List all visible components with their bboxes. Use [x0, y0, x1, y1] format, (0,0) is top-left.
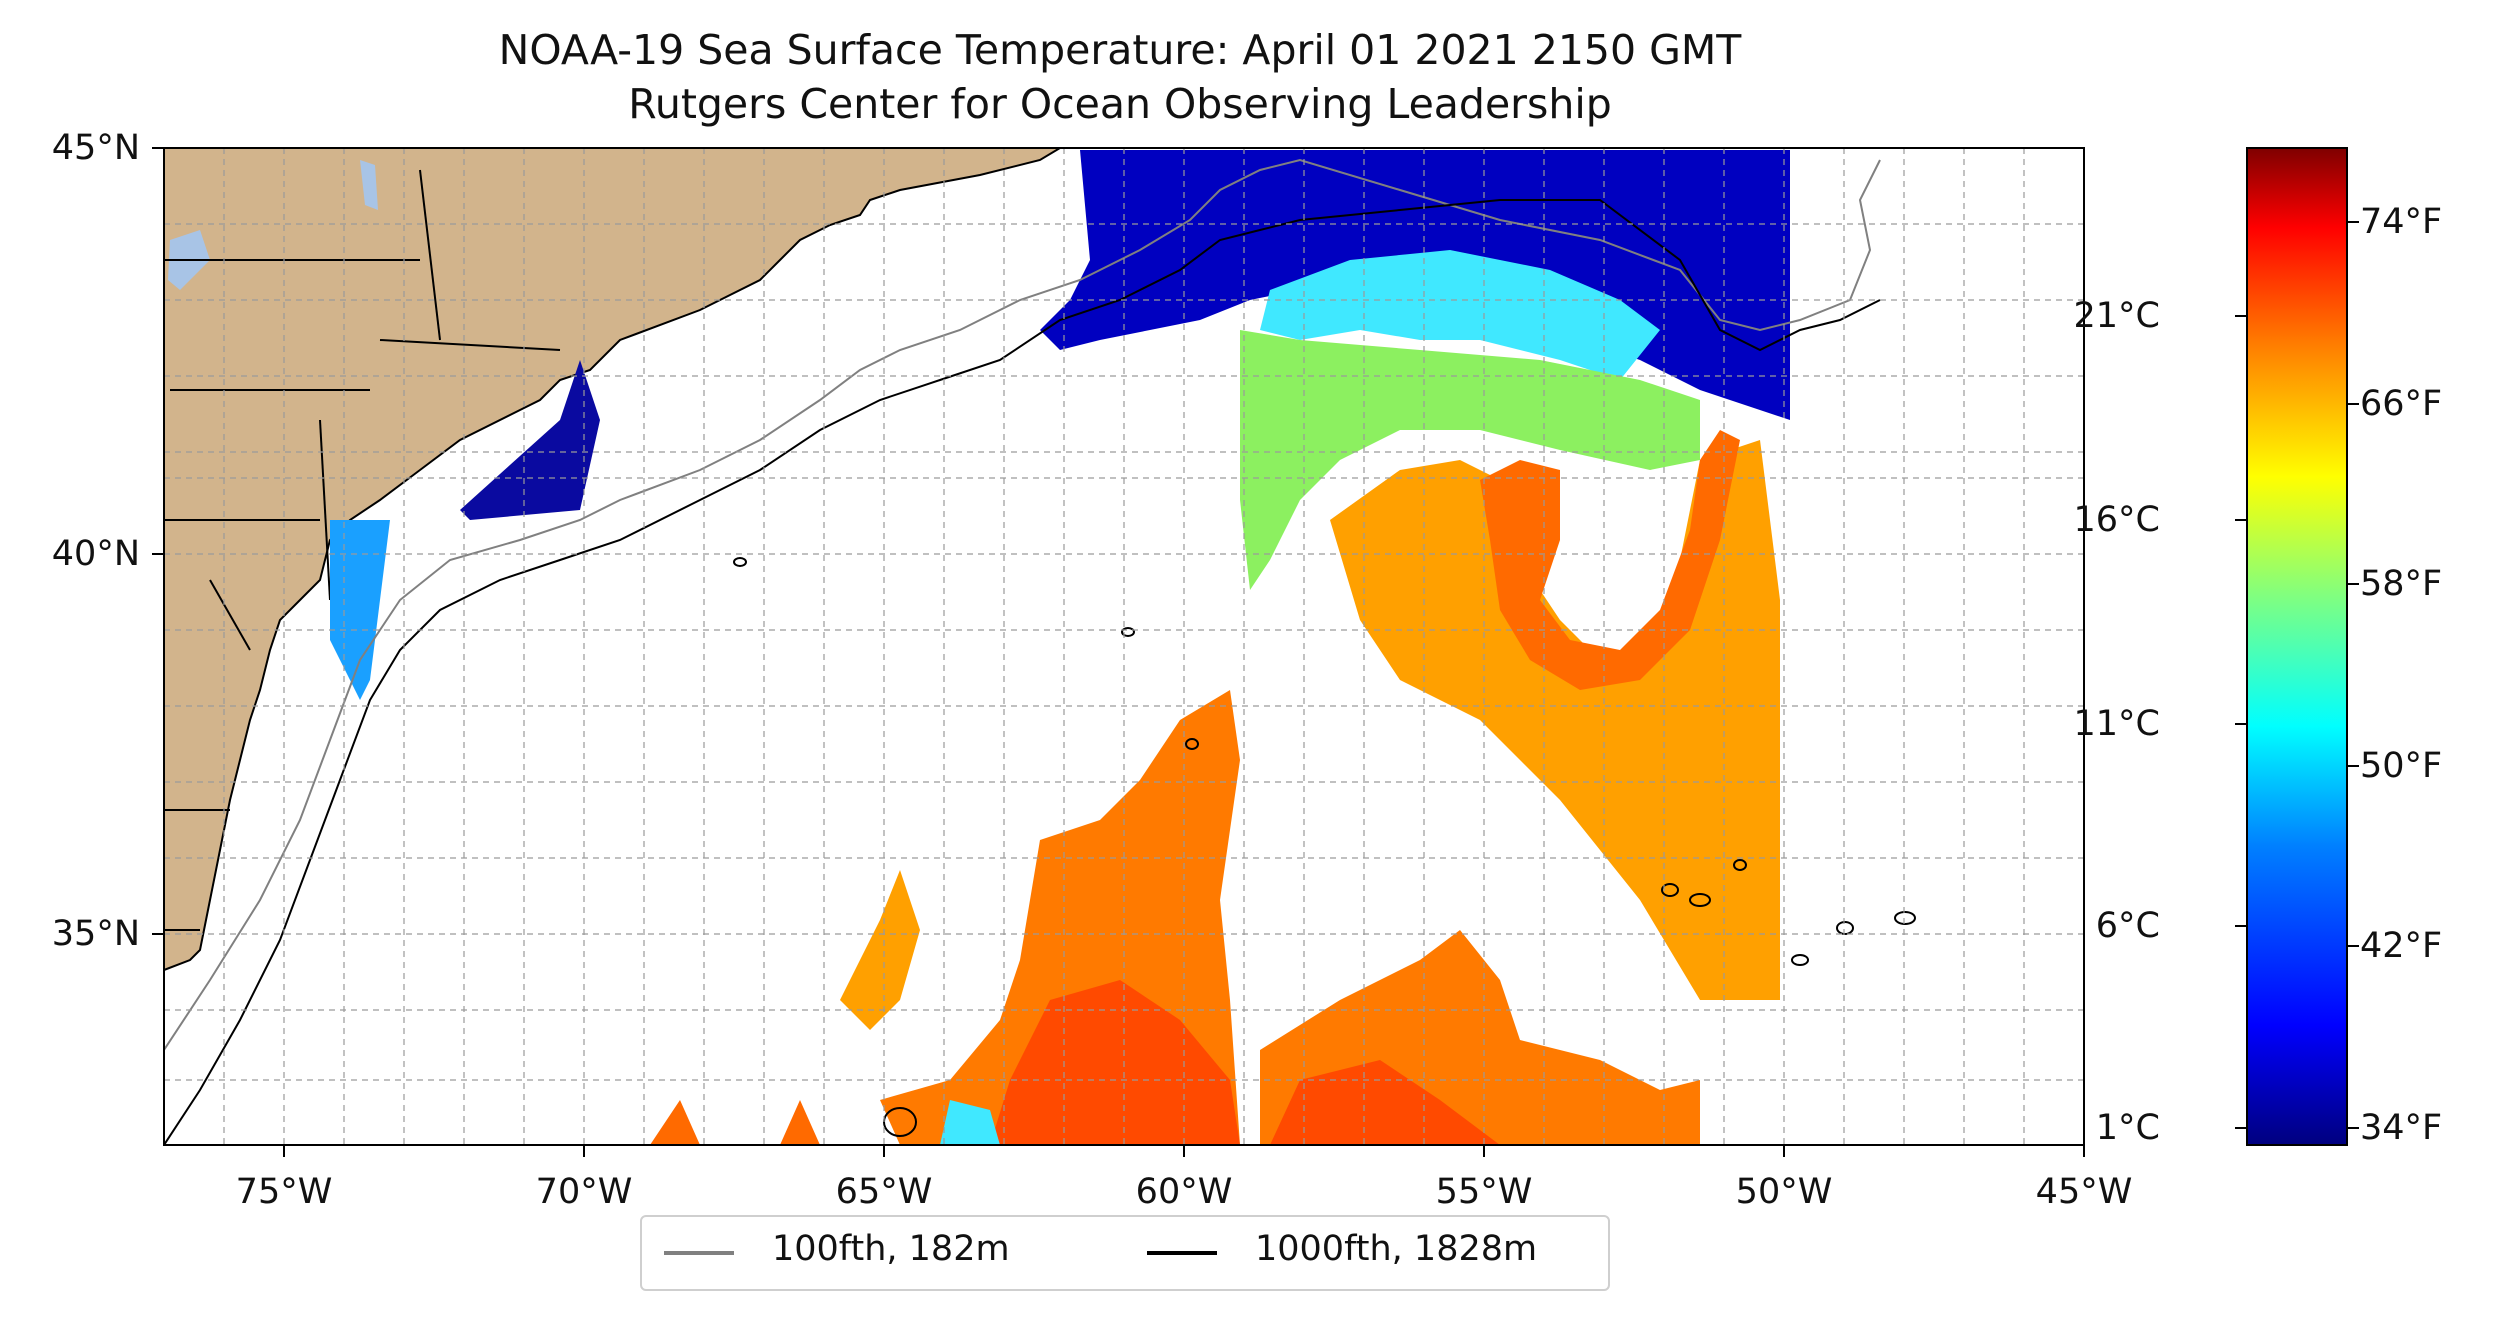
borders: [164, 169, 561, 931]
colorbar-label-c: 21°C: [2073, 296, 2160, 336]
sst-warm: [1330, 440, 1780, 1000]
legend-label-1000fth: 1000fth, 1828m: [1255, 1229, 1538, 1269]
lon-label-60: 60°W: [1135, 1172, 1233, 1212]
isobath-1000fth: [164, 199, 1881, 1145]
lat-label-35: 35°N: [51, 914, 140, 954]
colorbar-label-c: 1°C: [2095, 1108, 2160, 1148]
lon-label-65: 65°W: [835, 1172, 933, 1212]
colorbar-label-c: 6°C: [2095, 906, 2160, 946]
colorbar-label-f: 66°F: [2360, 384, 2443, 424]
sst-south-hot: [990, 980, 1240, 1145]
colorbar-label-f: 50°F: [2360, 746, 2443, 786]
lake: [360, 160, 378, 210]
legend-line-1000fth: [1147, 1251, 1217, 1255]
sst-cyan: [1260, 250, 1660, 380]
lat-label-45: 45°N: [51, 128, 140, 168]
sst-south-left-2: [650, 1100, 820, 1145]
sst-south-east-hot: [1270, 1060, 1500, 1145]
chart-subtitle: Rutgers Center for Ocean Observing Leade…: [628, 80, 1612, 128]
lon-label-45: 45°W: [2035, 1172, 2133, 1212]
colorbar-label-f: 34°F: [2360, 1108, 2443, 1148]
chart-title: NOAA-19 Sea Surface Temperature: April 0…: [498, 26, 1742, 74]
legend-label-100fth: 100fth, 182m: [772, 1229, 1010, 1269]
legend-line-100fth: [664, 1251, 734, 1255]
sst-green: [1240, 330, 1700, 590]
colorbar-label-c: 11°C: [2073, 704, 2160, 744]
colorbar-label-f: 74°F: [2360, 202, 2443, 242]
sst-cool-coastal: [330, 520, 390, 700]
colorbar-ticks: [2235, 221, 2359, 1129]
colorbar: [2246, 147, 2348, 1146]
colorbar-label-c: 16°C: [2073, 500, 2160, 540]
sst-cold-nearshore: [460, 360, 600, 520]
map-frame: [163, 147, 2085, 1146]
colorbar-label-f: 42°F: [2360, 926, 2443, 966]
gridlines: [164, 148, 2084, 1145]
legend: 100fth, 182m 1000fth, 1828m: [640, 1215, 1610, 1291]
sst-cyan-spot: [940, 1100, 1000, 1145]
seamounts: [733, 557, 1916, 1137]
colorbar-label-f: 58°F: [2360, 564, 2443, 604]
lon-label-70: 70°W: [535, 1172, 633, 1212]
lon-label-50: 50°W: [1735, 1172, 1833, 1212]
land-mass: [164, 148, 1062, 972]
isobath-100fth: [164, 158, 1881, 1051]
lon-label-55: 55°W: [1435, 1172, 1533, 1212]
sst-south-left: [840, 870, 920, 1030]
map-content: [164, 148, 2084, 1145]
lat-label-40: 40°N: [51, 534, 140, 574]
sst-gulf-stream: [1480, 430, 1740, 690]
map-ticks: [152, 147, 2085, 1157]
lon-label-75: 75°W: [235, 1172, 333, 1212]
